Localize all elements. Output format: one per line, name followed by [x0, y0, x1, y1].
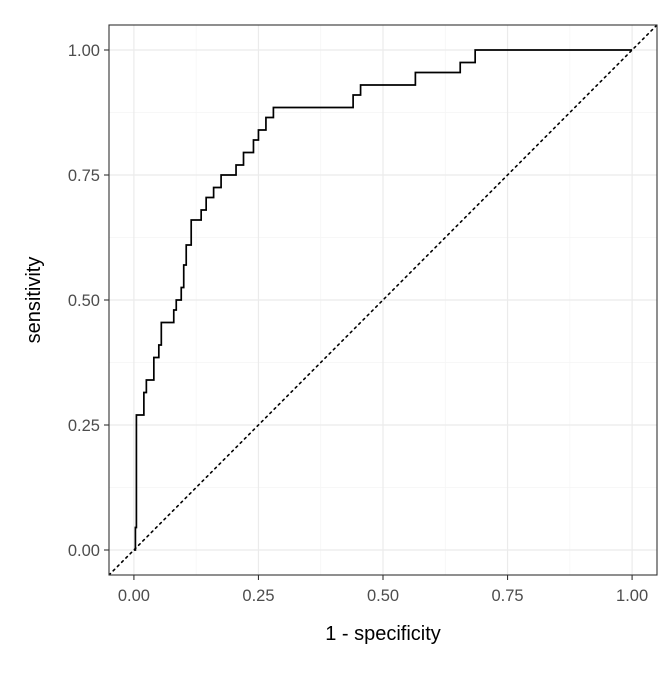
x-tick-label: 0.25 [242, 587, 274, 605]
y-tick-label: 1.00 [68, 42, 100, 60]
major-gridlines [109, 25, 657, 575]
series-layer [109, 25, 657, 575]
x-tick-label: 1.00 [616, 587, 648, 605]
x-axis-title: 1 - specificity [325, 623, 441, 645]
x-tick-label: 0.75 [491, 587, 523, 605]
x-axis-ticks: 0.00 0.25 0.50 0.75 1.00 [118, 575, 648, 605]
x-tick-label: 0.50 [367, 587, 399, 605]
y-tick-label: 0.25 [68, 417, 100, 435]
y-tick-label: 0.75 [68, 167, 100, 185]
y-tick-label: 0.50 [68, 292, 100, 310]
x-tick-label: 0.00 [118, 587, 150, 605]
y-axis-ticks: 0.00 0.25 0.50 0.75 1.00 [68, 42, 109, 560]
y-axis-title: sensitivity [23, 257, 45, 344]
y-tick-label: 0.00 [68, 542, 100, 560]
roc-curve-line [133, 49, 633, 551]
